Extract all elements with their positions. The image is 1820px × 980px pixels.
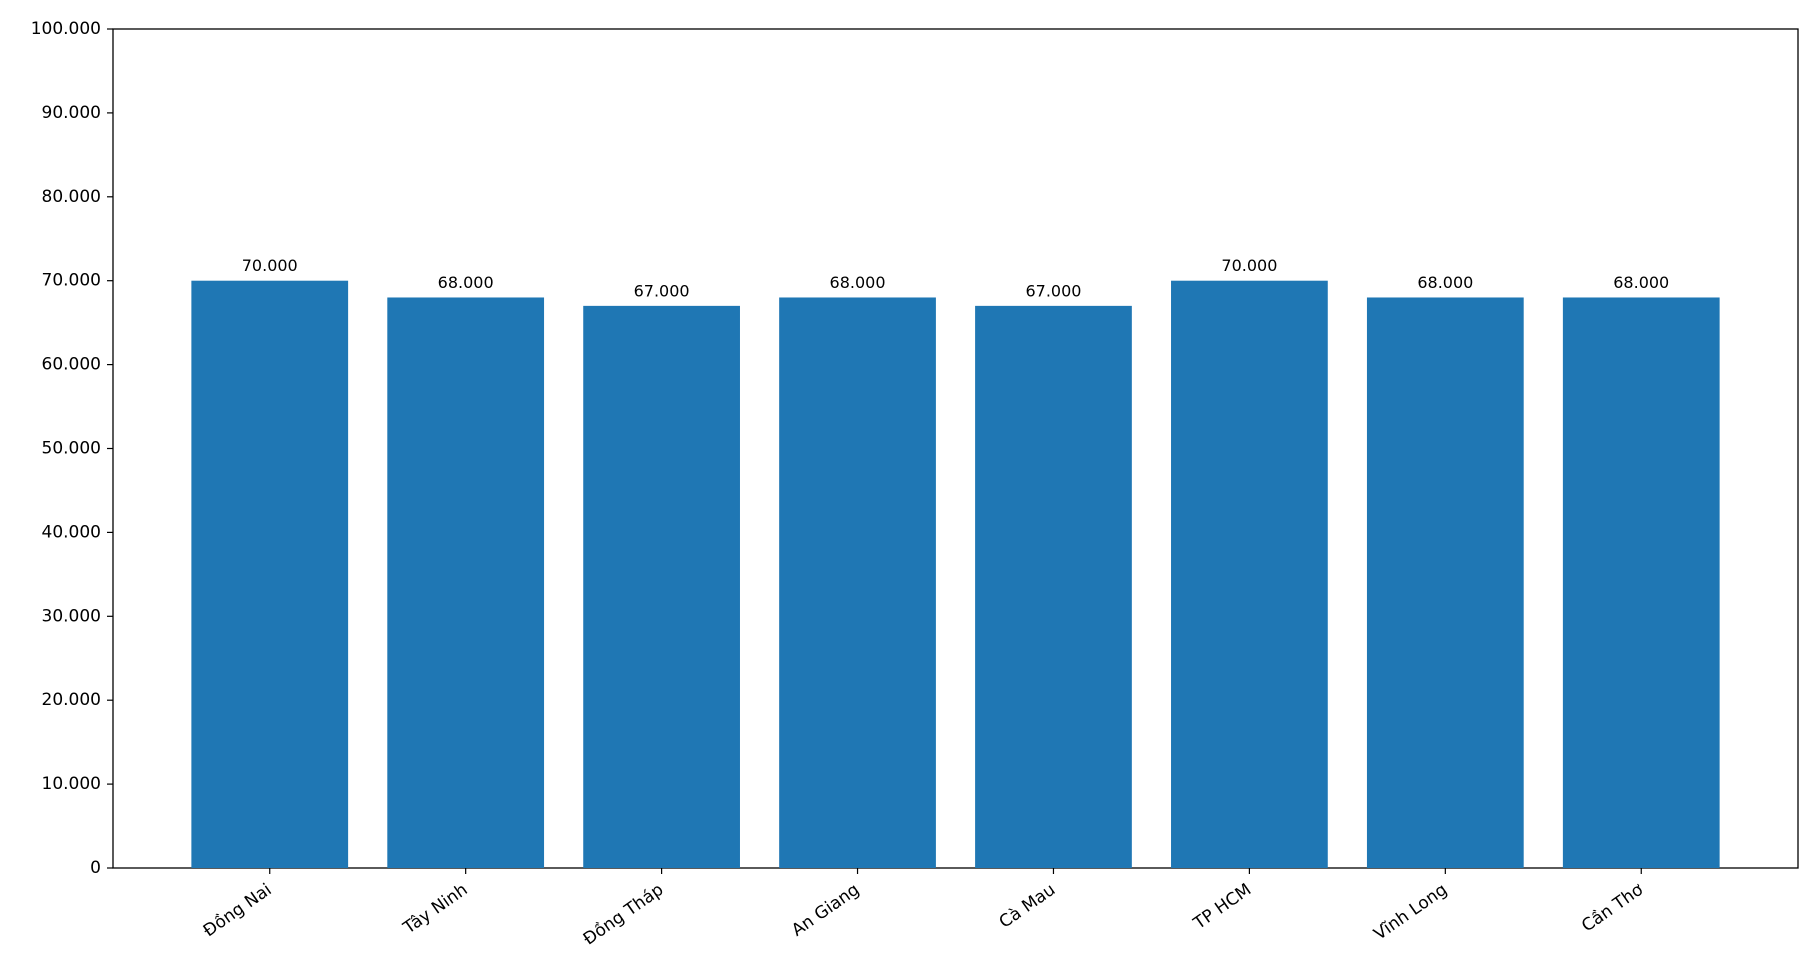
- bar: [191, 280, 349, 868]
- y-tick-label: 50.000: [42, 439, 101, 459]
- y-tick-label: 20.000: [42, 690, 101, 710]
- bar: [1562, 297, 1720, 869]
- x-tick-label: Tây Ninh: [399, 880, 471, 939]
- x-tick-label: Đồng Tháp: [579, 879, 667, 950]
- value-label: 68.000: [438, 273, 494, 292]
- x-tick-label: Đồng Nai: [199, 879, 275, 941]
- bar: [975, 305, 1132, 868]
- bar: [1171, 280, 1328, 868]
- bar: [779, 297, 936, 869]
- y-tick-label: 80.000: [42, 187, 101, 207]
- bar: [387, 297, 545, 869]
- y-tick-label: 70.000: [42, 271, 101, 291]
- value-label: 70.000: [242, 256, 298, 275]
- value-label: 68.000: [830, 273, 886, 292]
- value-label: 67.000: [634, 281, 690, 300]
- bar: [1366, 297, 1524, 869]
- x-tick-label: Vĩnh Long: [1370, 880, 1451, 945]
- value-label: 70.000: [1221, 256, 1277, 275]
- y-tick-label: 100.000: [31, 19, 101, 39]
- y-tick-label: 30.000: [42, 606, 101, 626]
- value-label: 68.000: [1417, 273, 1473, 292]
- y-tick-label: 60.000: [42, 355, 101, 375]
- x-tick-label: Cà Mau: [996, 880, 1060, 933]
- value-label: 67.000: [1025, 281, 1081, 300]
- value-label: 68.000: [1613, 273, 1669, 292]
- bar: [583, 305, 740, 868]
- y-tick-label: 10.000: [42, 774, 101, 794]
- y-tick-label: 40.000: [42, 522, 101, 542]
- x-tick-label: An Giang: [788, 880, 863, 941]
- x-tick-label: Cần Thơ: [1578, 879, 1648, 937]
- plot-frame: [112, 28, 1799, 869]
- y-tick-label: 90.000: [42, 103, 101, 123]
- y-tick-label: 0: [90, 858, 101, 878]
- x-tick-label: TP HCM: [1189, 880, 1255, 934]
